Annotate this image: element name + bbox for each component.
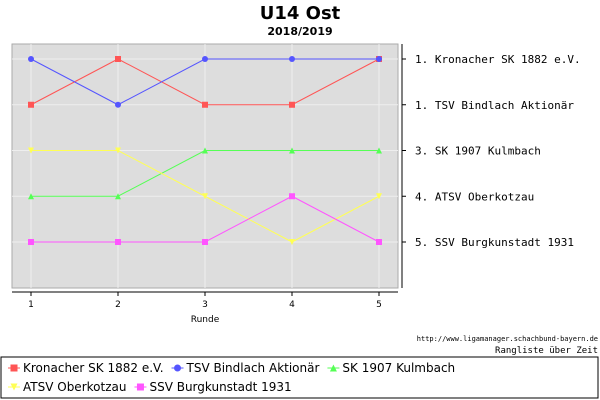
legend-marker	[174, 364, 182, 372]
chart-subtitle: 2018/2019	[267, 25, 332, 38]
data-point	[289, 193, 295, 200]
data-point	[376, 239, 382, 245]
legend: Kronacher SK 1882 e.V. TSV Bindlach Aktio…	[8, 361, 455, 394]
data-point	[202, 101, 208, 108]
legend-label: SK 1907 Kulmbach	[342, 361, 455, 375]
data-point	[289, 101, 295, 108]
data-point	[202, 147, 208, 154]
data-point	[376, 193, 382, 200]
chart-title: U14 Ost	[260, 3, 341, 24]
source-url: http://www.ligamanager.schachbund-bayern…	[417, 335, 598, 343]
x-tick-label: 4	[289, 300, 295, 310]
legend-item: TSV Bindlach Aktionär	[171, 361, 320, 375]
x-tick-label: 3	[202, 300, 208, 310]
x-tick-label: 5	[376, 300, 382, 310]
legend-label: ATSV Oberkotzau	[23, 380, 126, 394]
final-rank-label: 1. TSV Bindlach Aktionär	[415, 99, 574, 112]
data-point	[115, 56, 121, 62]
legend-item: SSV Burgkunstadt 1931	[134, 380, 292, 394]
legend-item: ATSV Oberkotzau	[8, 380, 126, 394]
data-point	[28, 193, 34, 200]
data-point	[202, 56, 208, 62]
series-3	[28, 147, 382, 200]
data-point	[376, 56, 382, 62]
x-tick-label: 2	[115, 300, 121, 310]
data-point	[115, 193, 121, 200]
data-point	[28, 147, 34, 154]
final-ranking-labels: 1. Kronacher SK 1882 e.V. 1. TSV Bindlach…	[402, 53, 581, 249]
legend-marker	[10, 383, 18, 391]
legend-item: Kronacher SK 1882 e.V.	[8, 361, 164, 375]
data-point	[115, 101, 121, 108]
x-axis-ticks: 1 2 3 4 5	[28, 292, 382, 310]
legend-marker	[10, 364, 18, 372]
data-point	[289, 56, 295, 62]
final-rank-label: 4. ATSV Oberkotzau	[415, 190, 534, 203]
legend-marker	[136, 383, 144, 391]
final-rank-label: 1. Kronacher SK 1882 e.V.	[415, 53, 581, 66]
series-2	[28, 56, 382, 108]
data-point	[202, 193, 208, 200]
data-point	[28, 239, 34, 245]
legend-marker	[329, 364, 337, 372]
data-point	[289, 239, 295, 245]
legend-label: TSV Bindlach Aktionär	[186, 361, 320, 375]
legend-label: SSV Burgkunstadt 1931	[149, 380, 291, 394]
x-axis-label: Runde	[191, 315, 220, 325]
data-point	[115, 147, 121, 154]
final-rank-label: 3. SK 1907 Kulmbach	[415, 145, 541, 158]
legend-item: SK 1907 Kulmbach	[327, 361, 455, 375]
legend-label: Kronacher SK 1882 e.V.	[23, 361, 164, 375]
data-point	[289, 147, 295, 154]
data-point	[115, 239, 121, 245]
series-4	[28, 147, 382, 245]
x-tick-label: 1	[28, 300, 34, 310]
series-5	[28, 193, 382, 245]
legend-box	[0, 356, 599, 399]
chart-caption: Rangliste über Zeit	[495, 346, 598, 356]
data-point	[28, 56, 34, 62]
series-group	[28, 56, 382, 245]
data-point	[28, 101, 34, 108]
data-point	[376, 147, 382, 154]
data-point	[202, 239, 208, 245]
final-rank-label: 5. SSV Burgkunstadt 1931	[415, 236, 574, 249]
